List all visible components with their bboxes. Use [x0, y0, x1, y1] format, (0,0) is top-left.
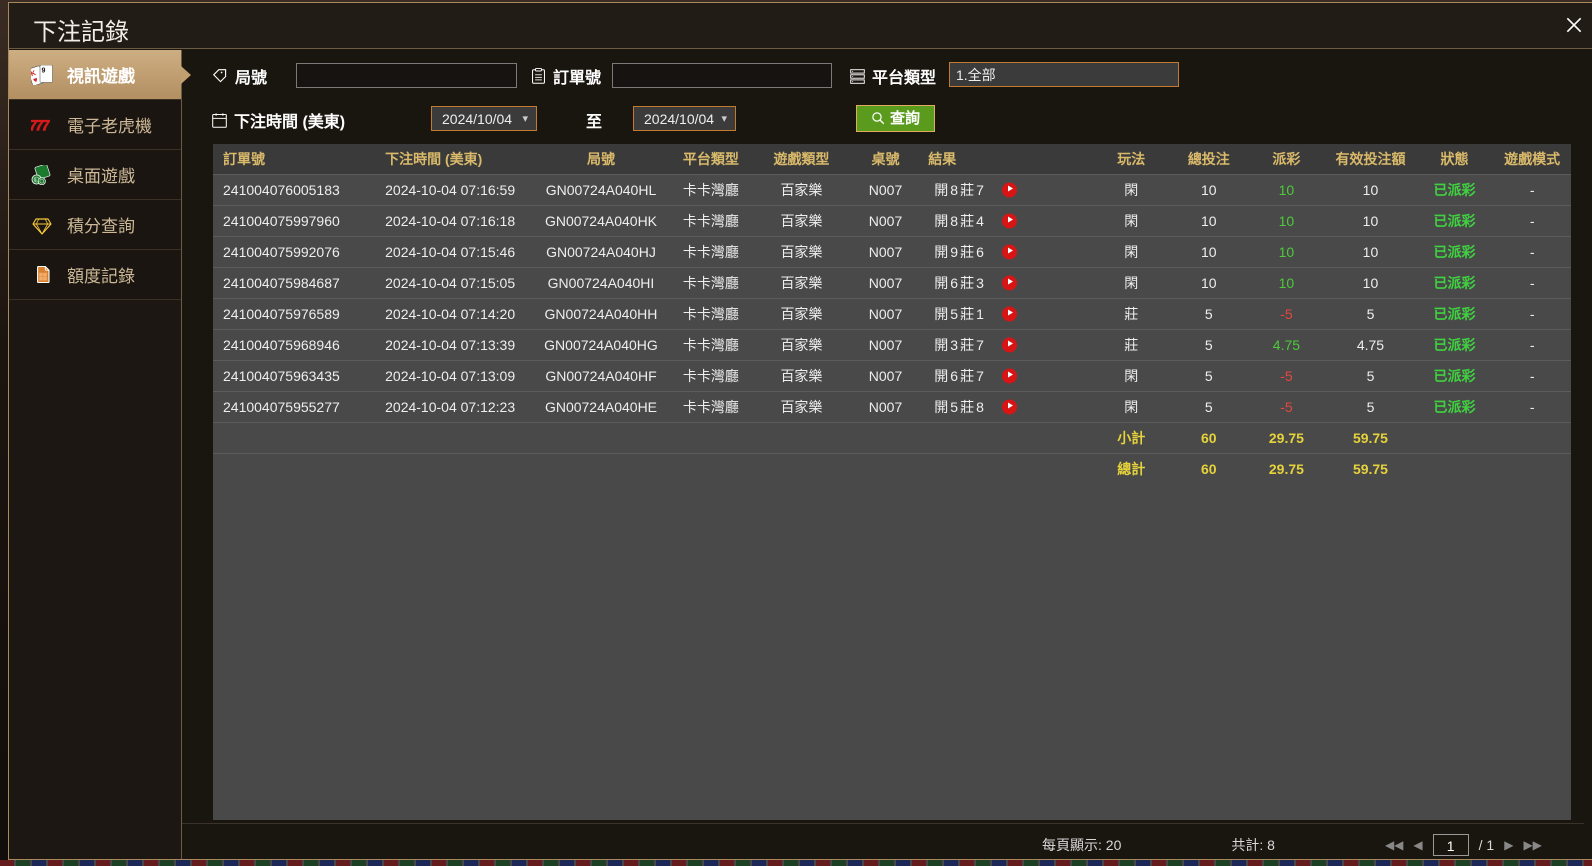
svg-text:9: 9: [42, 67, 46, 74]
svg-text:$: $: [35, 178, 37, 182]
svg-text:7: 7: [41, 117, 51, 134]
